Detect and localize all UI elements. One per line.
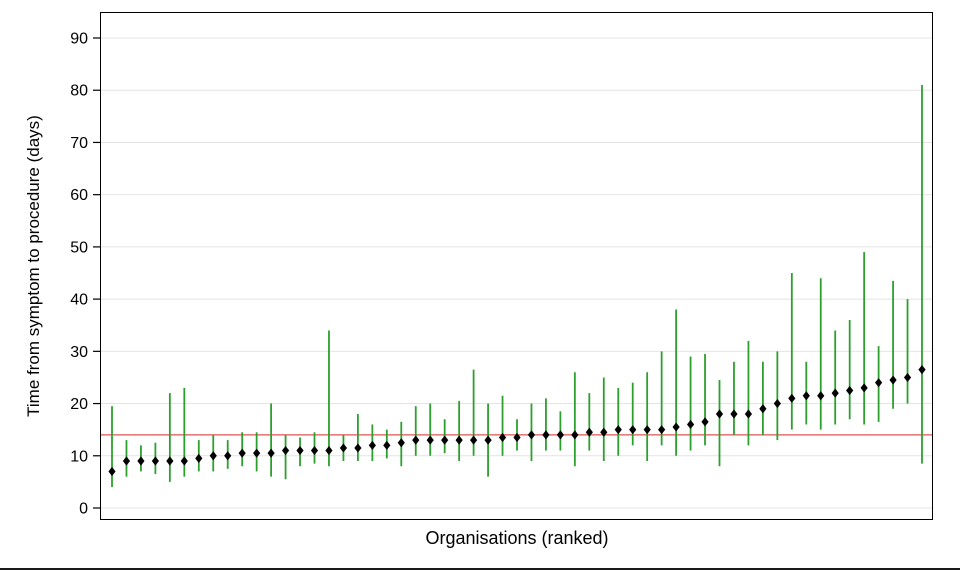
point-diamond [918,365,926,375]
point-diamond [686,419,695,430]
point-diamond [441,435,449,445]
point-diamond [253,448,261,458]
point-diamond [325,445,333,456]
y-tick-label: 10 [70,448,88,465]
point-diamond [817,391,825,401]
y-axis-title: Time from symptom to procedure (days) [24,115,43,417]
x-axis-title: Organisations (ranked) [425,528,609,548]
point-diamond [614,425,622,435]
point-diamond [368,440,376,450]
point-diamond [339,443,348,453]
point-diamond [759,404,767,414]
point-diamond [296,445,304,456]
point-diamond [802,391,810,401]
point-diamond [412,435,420,445]
point-diamond [715,409,724,419]
y-tick-label: 30 [70,344,88,361]
point-diamond [224,451,232,461]
point-diamond [209,451,217,461]
point-diamond [310,445,319,456]
point-diamond [585,427,593,437]
point-diamond [513,432,521,443]
point-diamond [860,383,868,393]
point-diamond [571,430,579,440]
y-tick-label: 60 [70,187,88,204]
point-diamond [267,448,275,458]
point-diamond [744,409,753,419]
point-diamond [397,438,405,448]
point-diamond [137,456,145,466]
point-diamond [542,430,550,440]
point-diamond [281,445,290,456]
y-tick-label: 80 [70,83,88,100]
point-diamond [470,435,478,445]
point-diamond [484,435,492,445]
point-diamond [238,448,246,458]
point-diamond [831,388,839,398]
point-diamond [498,432,507,443]
point-diamond [383,440,391,450]
y-tick-label: 40 [70,292,88,309]
point-diamond [527,430,536,440]
point-diamond [151,456,159,466]
y-tick-label: 90 [70,31,88,48]
point-diamond [788,393,796,403]
y-tick-label: 70 [70,135,88,152]
y-tick-label: 20 [70,396,88,413]
point-diamond [354,443,362,453]
point-diamond [846,385,854,396]
point-diamond [875,378,883,388]
y-tick-label: 50 [70,239,88,256]
point-diamond [658,425,666,435]
point-diamond [108,466,116,477]
point-diamond [903,372,912,383]
point-diamond [672,422,680,432]
window-bottom-edge [0,568,960,570]
point-diamond [600,427,608,437]
point-diamond [180,456,188,466]
point-diamond [629,425,637,435]
plot-border [100,12,933,520]
point-diamond [701,417,709,427]
point-diamond [773,398,781,409]
point-diamond [195,453,203,463]
point-diamond [889,375,897,385]
point-diamond [455,435,463,445]
y-tick-label: 0 [79,501,88,518]
point-diamond [643,425,651,435]
point-diamond [426,435,434,445]
point-diamond [730,409,738,419]
point-diamond [122,456,131,466]
point-diamond [556,430,564,440]
point-diamond [166,456,174,466]
